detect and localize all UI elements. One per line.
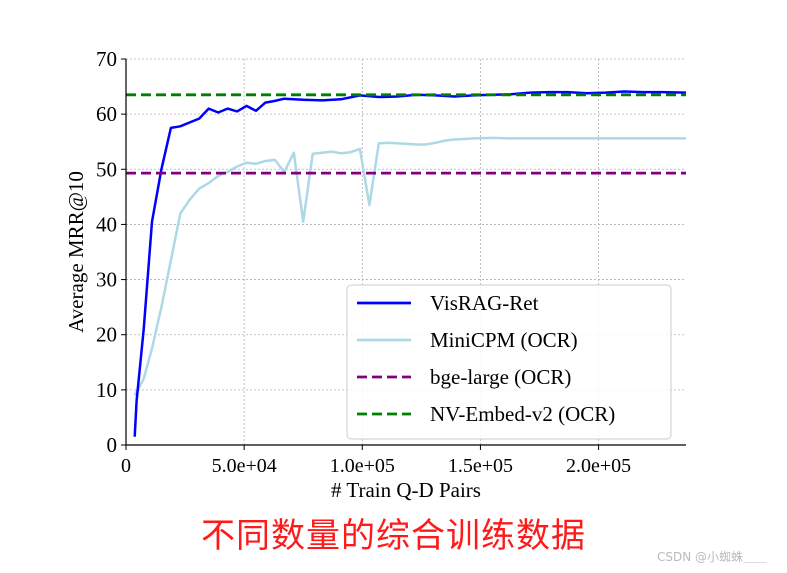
x-axis-label: # Train Q-D Pairs	[331, 478, 481, 502]
legend-label: VisRAG-Ret	[430, 291, 539, 315]
y-tick-label: 40	[96, 212, 117, 236]
y-tick-label: 60	[96, 102, 117, 126]
y-tick-label: 10	[96, 378, 117, 402]
series-lines	[126, 90, 687, 437]
legend-label: MiniCPM (OCR)	[430, 328, 578, 352]
watermark: CSDN @小蜘蛛＿＿	[656, 550, 767, 564]
x-tick-label: 0	[121, 455, 131, 477]
legend-label: bge-large (OCR)	[430, 365, 571, 389]
x-tick-label: 5.0e+04	[212, 455, 277, 477]
axes	[125, 59, 686, 446]
series-line-0	[133, 90, 687, 437]
legend-box	[346, 284, 672, 440]
x-tick-label: 2.0e+05	[566, 455, 631, 477]
series-line-1	[133, 136, 686, 396]
y-tick-label: 70	[96, 47, 117, 71]
y-tick-label: 20	[96, 323, 117, 347]
x-tick-label: 1.5e+05	[448, 455, 513, 477]
y-tick-label: 0	[107, 433, 118, 457]
chart-caption: 不同数量的综合训练数据	[201, 516, 586, 556]
y-tick-label: 50	[96, 157, 117, 181]
legend-label: NV-Embed-v2 (OCR)	[430, 402, 615, 426]
y-tick-label: 30	[96, 268, 117, 292]
y-axis-label: Average MRR@10	[64, 171, 88, 333]
legend: VisRAG-Ret MiniCPM (OCR) bge-large (OCR) NV…	[346, 284, 672, 440]
axis-ticks: 0 5.0e+04 1.0e+05 1.5e+05 2.0e+05 0 10 20 30 40 50…	[96, 47, 631, 477]
x-tick-label: 1.0e+05	[330, 455, 395, 477]
